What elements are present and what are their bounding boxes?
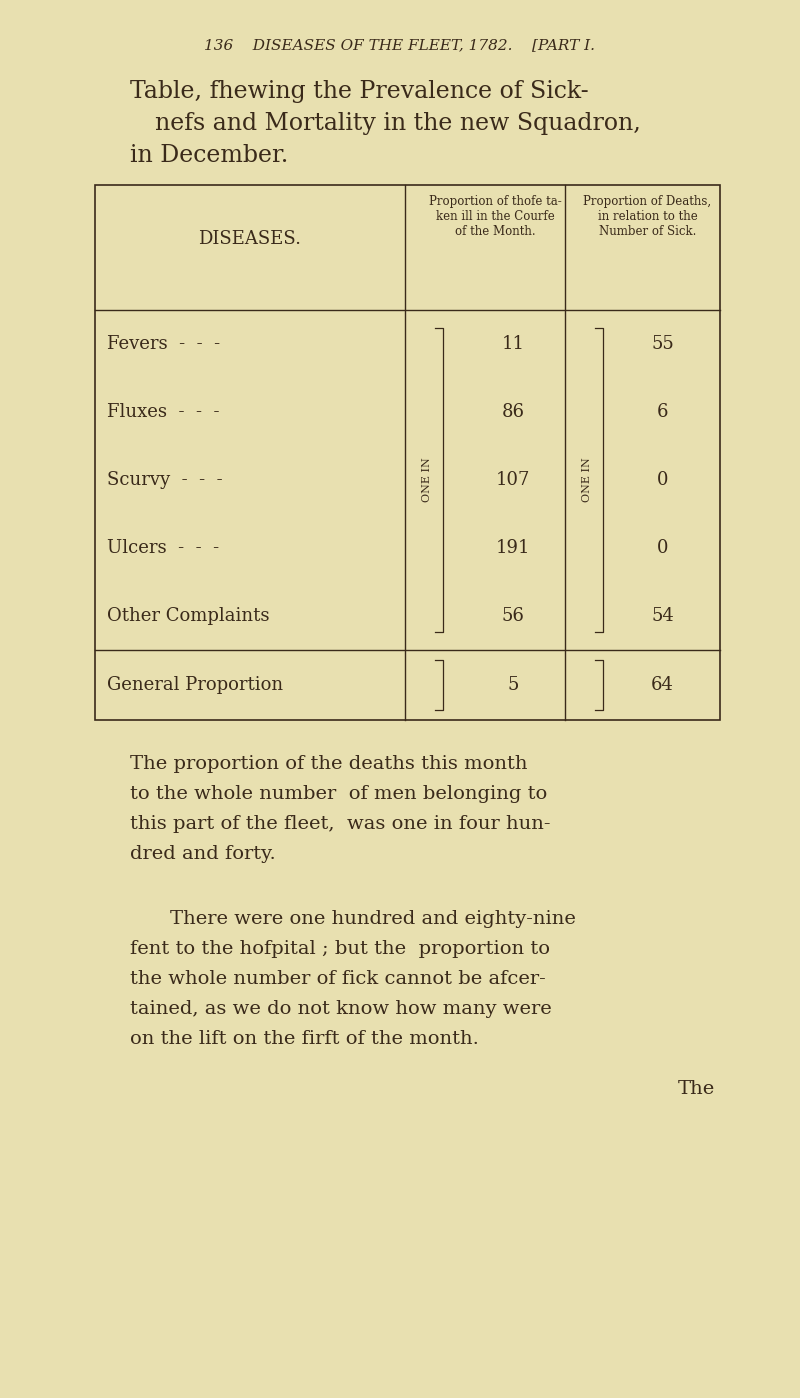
Text: Fluxes  -  -  -: Fluxes - - -	[107, 403, 219, 421]
Text: 0: 0	[657, 540, 668, 556]
Text: in relation to the: in relation to the	[598, 210, 698, 224]
Text: General Proportion: General Proportion	[107, 677, 283, 693]
Text: The proportion of the deaths this month: The proportion of the deaths this month	[130, 755, 527, 773]
Text: ONE IN: ONE IN	[582, 457, 592, 502]
Text: 86: 86	[502, 403, 525, 421]
Text: 191: 191	[496, 540, 530, 556]
Text: in December.: in December.	[130, 144, 288, 166]
Text: Scurvy  -  -  -: Scurvy - - -	[107, 471, 222, 489]
Text: this part of the fleet,  was one in four hun-: this part of the fleet, was one in four …	[130, 815, 550, 833]
Text: 107: 107	[496, 471, 530, 489]
Text: ken ill in the Courfe: ken ill in the Courfe	[436, 210, 554, 224]
Text: 136    DISEASES OF THE FLEET, 1782.    [PART I.: 136 DISEASES OF THE FLEET, 1782. [PART I…	[205, 38, 595, 52]
Text: DISEASES.: DISEASES.	[198, 231, 302, 247]
Text: Proportion of thofe ta-: Proportion of thofe ta-	[429, 194, 562, 208]
Text: 5: 5	[507, 677, 518, 693]
Text: 64: 64	[651, 677, 674, 693]
Text: Number of Sick.: Number of Sick.	[599, 225, 696, 238]
Text: Other Complaints: Other Complaints	[107, 607, 270, 625]
Text: 6: 6	[657, 403, 668, 421]
Text: tained, as we do not know how many were: tained, as we do not know how many were	[130, 1000, 552, 1018]
Text: dred and forty.: dred and forty.	[130, 844, 276, 863]
Bar	[95, 185, 720, 720]
Text: 55: 55	[651, 336, 674, 354]
Text: Proportion of Deaths,: Proportion of Deaths,	[583, 194, 711, 208]
Text: fent to the hofpital ; but the  proportion to: fent to the hofpital ; but the proportio…	[130, 939, 550, 958]
Text: 56: 56	[502, 607, 525, 625]
Text: The: The	[678, 1081, 715, 1097]
Text: the whole number of fick cannot be afcer-: the whole number of fick cannot be afcer…	[130, 970, 546, 988]
Text: Table, fhewing the Prevalence of Sick-: Table, fhewing the Prevalence of Sick-	[130, 80, 589, 103]
Text: ONE IN: ONE IN	[422, 457, 432, 502]
Text: of the Month.: of the Month.	[454, 225, 535, 238]
Text: 0: 0	[657, 471, 668, 489]
Text: to the whole number  of men belonging to: to the whole number of men belonging to	[130, 786, 547, 802]
Text: Ulcers  -  -  -: Ulcers - - -	[107, 540, 219, 556]
Text: 54: 54	[651, 607, 674, 625]
Text: 11: 11	[502, 336, 525, 354]
Text: Fevers  -  -  -: Fevers - - -	[107, 336, 220, 354]
Text: nefs and Mortality in the new Squadron,: nefs and Mortality in the new Squadron,	[155, 112, 641, 136]
Text: There were one hundred and eighty-nine: There were one hundred and eighty-nine	[170, 910, 576, 928]
Text: on the lift on the firft of the month.: on the lift on the firft of the month.	[130, 1030, 479, 1048]
